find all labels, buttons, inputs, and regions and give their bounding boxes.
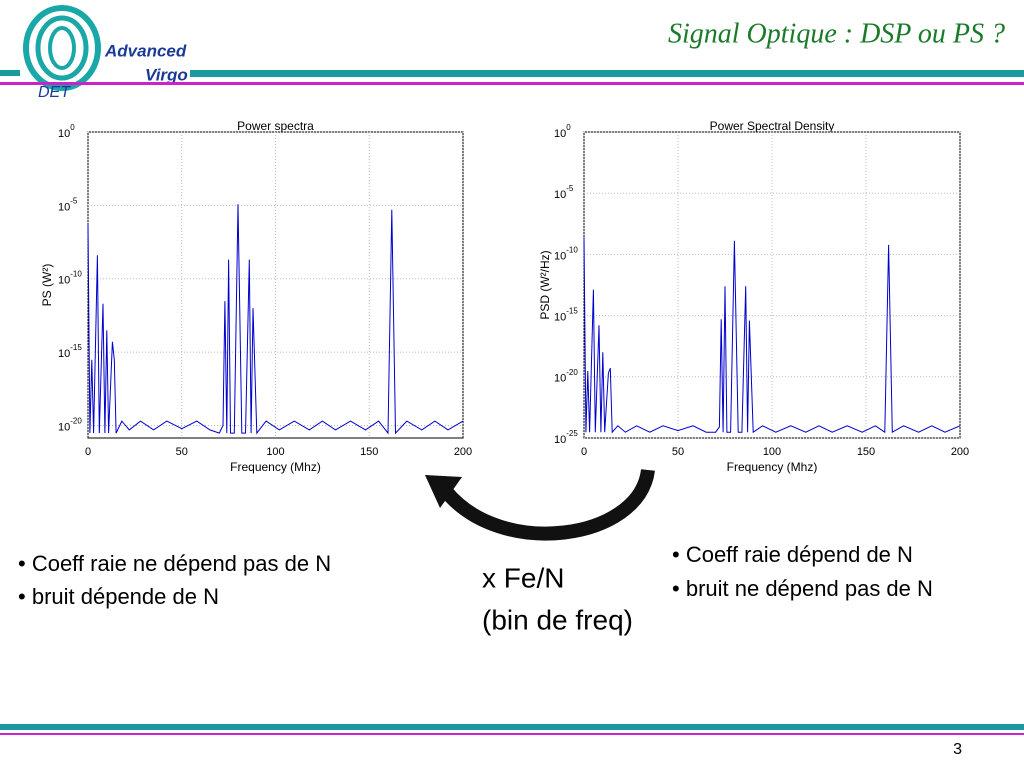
y-axis-label: PS (W²) [40,264,54,307]
y-tick-label: 10-5 [554,184,574,201]
spectrum-line [583,237,961,434]
chart-title: Power Spectral Density [710,119,835,133]
x-tick-label: 150 [360,446,378,458]
y-tick-label: 100 [58,123,75,140]
rule [0,82,1024,85]
spectrum-line [87,204,464,435]
x-axis-label: Frequency (Mhz) [727,460,818,474]
bullet-text: bruit dépende de N [32,584,219,609]
logo-text: DET [38,84,71,101]
y-tick-label: 10-25 [554,429,578,446]
arrow-head [425,475,462,508]
note: (bin de freq) [482,604,633,635]
y-tick-label: 10-20 [58,417,82,434]
x-axis-label: Frequency (Mhz) [230,460,321,474]
y-tick-label: 100 [554,123,571,140]
y-tick-label: 10-10 [554,246,578,263]
logo-ring [23,5,101,91]
logo-ring [35,15,89,81]
bullet: • bruit ne dépend pas de N [672,576,933,601]
y-tick-label: 10-10 [58,270,82,287]
logo: Advanced Virgo DET [23,5,188,101]
x-tick-label: 50 [176,446,188,458]
logo-text: Virgo [145,65,188,84]
bullet-text: Coeff raie ne dépend pas de N [32,551,331,576]
note: x Fe/N [482,562,564,593]
y-tick-label: 10-5 [58,196,78,213]
logo-ring [48,26,76,70]
rule [0,733,1024,735]
page-number: 3 [953,741,962,758]
x-tick-label: 0 [581,446,587,458]
x-tick-label: 100 [266,446,284,458]
x-tick-label: 100 [763,446,781,458]
bullet: • bruit dépende de N [18,584,219,609]
x-tick-label: 150 [857,446,875,458]
rule [0,724,1024,730]
logo-text: Advanced [104,41,187,60]
y-tick-label: 10-20 [554,368,578,385]
y-tick-label: 10-15 [554,307,578,324]
slide-title: Signal Optique : DSP ou PS ? [668,18,1005,49]
y-tick-label: 10-15 [58,343,82,360]
rule [0,70,20,76]
bullet-text: bruit ne dépend pas de N [686,576,933,601]
bullet: • Coeff raie dépend de N [672,542,913,567]
x-tick-label: 50 [672,446,684,458]
rule [190,70,1024,77]
x-tick-label: 200 [951,446,969,458]
arrow [439,468,655,541]
x-tick-label: 0 [85,446,91,458]
chart-title: Power spectra [237,119,314,133]
bullet-text: Coeff raie dépend de N [686,542,913,567]
x-tick-label: 200 [454,446,472,458]
y-axis-label: PSD (W²/Hz) [538,250,552,319]
bullet: • Coeff raie ne dépend pas de N [18,551,331,576]
